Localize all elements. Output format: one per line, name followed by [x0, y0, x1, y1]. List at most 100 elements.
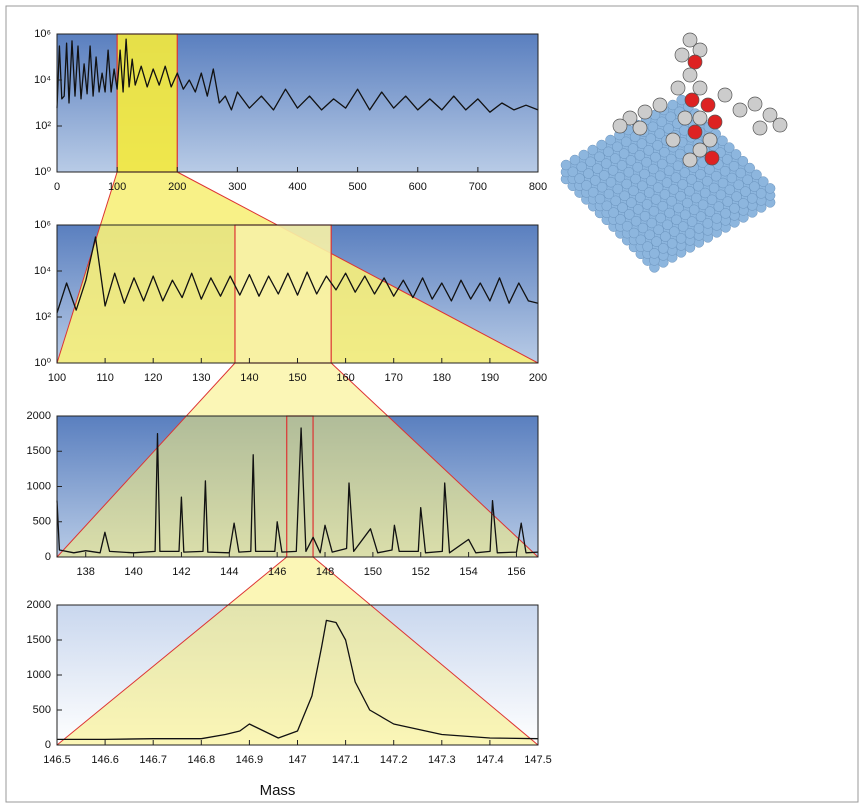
molecule-atom: [671, 81, 685, 95]
x-tick-label: 146.9: [236, 754, 264, 766]
x-tick-label: 147.2: [380, 754, 408, 766]
y-tick-label: 1000: [27, 480, 51, 492]
molecule-atom: [733, 103, 747, 117]
x-tick-label: 600: [409, 181, 427, 193]
x-tick-label: 146.5: [43, 754, 71, 766]
y-tick-label: 10⁰: [34, 166, 51, 178]
molecule-atom: [683, 68, 697, 82]
y-tick-label: 10⁰: [34, 357, 51, 369]
x-tick-label: 300: [228, 181, 246, 193]
x-tick-label: 148: [316, 566, 334, 578]
surface-atom: [694, 223, 704, 233]
surface-atom: [676, 233, 686, 243]
molecule-atom: [773, 118, 787, 132]
y-tick-label: 10⁴: [34, 74, 51, 86]
x-tick-label: 170: [385, 372, 403, 384]
x-tick-label: 100: [48, 372, 66, 384]
y-tick-label: 500: [33, 516, 51, 528]
molecule-atom: [718, 88, 732, 102]
x-axis-label: Mass: [260, 782, 296, 799]
molecule-illustration: [561, 33, 787, 272]
highlight-region: [117, 34, 177, 172]
x-tick-label: 144: [220, 566, 238, 578]
molecule-atom: [701, 98, 715, 112]
y-tick-label: 0: [45, 551, 51, 563]
x-tick-label: 130: [192, 372, 210, 384]
x-tick-label: 500: [348, 181, 366, 193]
molecule-atom: [613, 119, 627, 133]
y-tick-label: 0: [45, 739, 51, 751]
surface-atom: [756, 188, 766, 198]
x-tick-label: 800: [529, 181, 547, 193]
x-tick-label: 200: [168, 181, 186, 193]
x-tick-label: 146.6: [91, 754, 119, 766]
x-tick-label: 120: [144, 372, 162, 384]
molecule-atom: [688, 125, 702, 139]
x-tick-label: 138: [77, 566, 95, 578]
x-tick-label: 146: [268, 566, 286, 578]
y-tick-label: 10²: [35, 120, 51, 132]
molecule-atom: [705, 151, 719, 165]
x-tick-label: 147: [288, 754, 306, 766]
surface-atom: [738, 198, 748, 208]
molecule-atom: [638, 105, 652, 119]
x-tick-label: 200: [529, 372, 547, 384]
x-tick-label: 140: [240, 372, 258, 384]
surface-atom: [721, 208, 731, 218]
molecule-atom: [753, 121, 767, 135]
x-tick-label: 160: [336, 372, 354, 384]
x-tick-label: 146.7: [139, 754, 167, 766]
x-tick-label: 700: [469, 181, 487, 193]
x-tick-label: 156: [507, 566, 525, 578]
molecule-atom: [693, 81, 707, 95]
molecule-atom: [633, 121, 647, 135]
surface-atom: [685, 228, 695, 238]
x-tick-label: 147.1: [332, 754, 360, 766]
x-tick-label: 150: [288, 372, 306, 384]
molecule-atom: [693, 111, 707, 125]
molecule-atom: [683, 153, 697, 167]
figure: 10⁰ 10² 10⁴ 10⁶ 0 100 200 300 400 500 600 700 800 10⁰…: [0, 0, 864, 807]
y-tick-label: 1500: [27, 634, 51, 646]
y-tick-label: 1500: [27, 445, 51, 457]
x-tick-label: 150: [364, 566, 382, 578]
y-tick-label: 10²: [35, 311, 51, 323]
y-tick-label: 2000: [27, 410, 51, 422]
x-tick-label: 110: [96, 372, 114, 384]
surface-atom: [667, 238, 677, 248]
molecule-atom: [666, 133, 680, 147]
surface-atom: [712, 213, 722, 223]
molecule-atom: [678, 111, 692, 125]
y-tick-label: 10⁶: [34, 219, 51, 231]
x-tick-label: 147.4: [476, 754, 504, 766]
x-tick-label: 190: [481, 372, 499, 384]
x-tick-label: 400: [288, 181, 306, 193]
surface-atom: [658, 243, 668, 253]
molecule-atom: [685, 93, 699, 107]
x-tick-label: 100: [108, 181, 126, 193]
molecule-atom: [748, 97, 762, 111]
x-tick-label: 0: [54, 181, 60, 193]
x-tick-label: 140: [124, 566, 142, 578]
molecule-atom: [675, 48, 689, 62]
surface-atom: [703, 218, 713, 228]
x-tick-label: 154: [459, 566, 477, 578]
x-tick-label: 180: [433, 372, 451, 384]
molecule-atom: [708, 115, 722, 129]
x-tick-label: 142: [172, 566, 190, 578]
molecule-atom: [653, 98, 667, 112]
x-tick-label: 147.3: [428, 754, 456, 766]
y-tick-label: 10⁴: [34, 265, 51, 277]
molecule-atom: [688, 55, 702, 69]
x-tick-label: 152: [412, 566, 430, 578]
x-tick-label: 146.8: [188, 754, 216, 766]
y-tick-label: 500: [33, 704, 51, 716]
y-tick-label: 1000: [27, 669, 51, 681]
surface-atom: [747, 193, 757, 203]
surface-atom: [765, 183, 775, 193]
surface-atom: [649, 248, 659, 258]
x-tick-label: 147.5: [524, 754, 552, 766]
surface-atom: [730, 203, 740, 213]
y-tick-label: 2000: [27, 599, 51, 611]
y-tick-label: 10⁶: [34, 28, 51, 40]
